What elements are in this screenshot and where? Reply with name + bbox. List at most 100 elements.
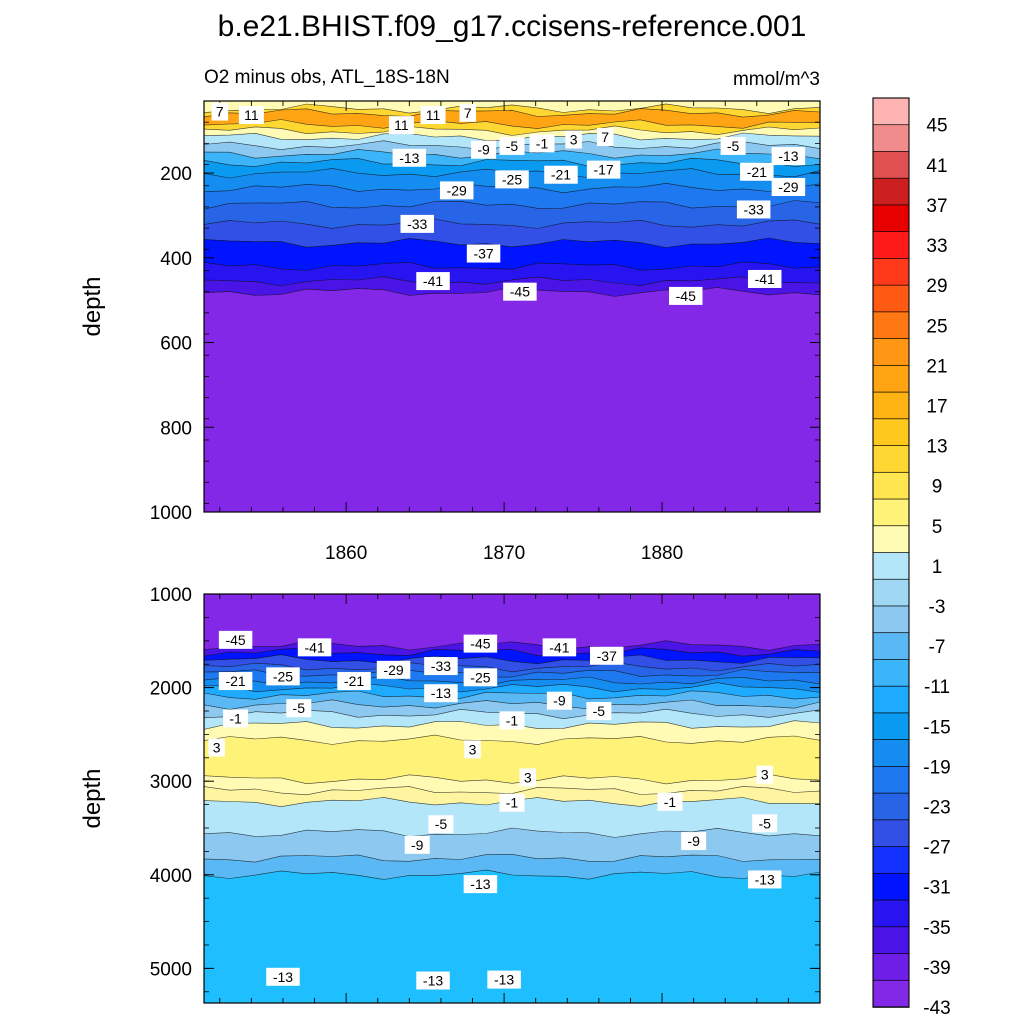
contour-label-text: -9 bbox=[553, 693, 566, 709]
contour-label-text: 3 bbox=[570, 132, 578, 148]
colorbar-swatch bbox=[872, 926, 910, 955]
contour-band bbox=[204, 869, 820, 1003]
colorbar-swatch bbox=[872, 659, 910, 687]
contour-label: -13 bbox=[771, 147, 806, 166]
contour-label-text: -41 bbox=[304, 639, 324, 655]
contour-label-text: -41 bbox=[549, 639, 569, 655]
contour-label-text: -13 bbox=[778, 148, 798, 164]
contour-label-text: -21 bbox=[747, 164, 767, 180]
contour-label-text: 7 bbox=[464, 105, 472, 121]
contour-label-text: 11 bbox=[394, 117, 409, 133]
contour-band bbox=[204, 647, 820, 664]
contour-label-text: -25 bbox=[502, 171, 522, 187]
colorbar-swatch bbox=[872, 284, 910, 313]
contour-band bbox=[204, 720, 820, 745]
colorbar-label: 13 bbox=[926, 437, 947, 458]
colorbar-swatch bbox=[872, 445, 910, 474]
contour-label: -41 bbox=[542, 638, 577, 657]
contour-label-text: -33 bbox=[744, 201, 764, 217]
contour-band bbox=[204, 287, 820, 512]
y-tick-label: 600 bbox=[160, 334, 192, 355]
contour-line bbox=[204, 690, 820, 700]
contour-label-text: -13 bbox=[470, 876, 490, 892]
contour-label-text: -17 bbox=[593, 162, 613, 178]
contour-label: -21 bbox=[544, 165, 578, 184]
colorbar-label: 9 bbox=[932, 477, 943, 498]
contour-label: -21 bbox=[740, 162, 774, 181]
contour-band bbox=[204, 238, 820, 271]
contour-label: -13 bbox=[416, 971, 450, 990]
colorbar-swatch bbox=[872, 578, 910, 607]
contour-label-text: -21 bbox=[225, 673, 245, 689]
contour-label-text: -29 bbox=[383, 662, 403, 678]
colorbar-swatch bbox=[872, 766, 910, 794]
colorbar-swatch bbox=[872, 231, 910, 260]
contour-band bbox=[204, 594, 820, 651]
contour-label-text: -1 bbox=[506, 712, 519, 728]
contour-band bbox=[204, 828, 820, 863]
colorbar: 45 41 37 33 29 25 21 17 13 9 5 1 -3 -7 -11 -15 -19 -23 -27… bbox=[872, 97, 951, 1019]
colorbar-swatch bbox=[872, 525, 910, 554]
contour-label: 3 bbox=[464, 740, 481, 759]
contour-label: -1 bbox=[499, 711, 525, 730]
contour-label: -37 bbox=[590, 646, 624, 665]
contour-band bbox=[204, 774, 820, 795]
colorbar-label: -15 bbox=[923, 717, 950, 738]
contour-band bbox=[204, 149, 820, 167]
contour-band bbox=[204, 103, 820, 118]
contour-label: -21 bbox=[218, 672, 253, 691]
contour-line bbox=[204, 661, 820, 673]
colorbar-swatch bbox=[872, 97, 910, 126]
colorbar-label: -43 bbox=[923, 998, 950, 1019]
contour-label: -1 bbox=[657, 792, 683, 811]
colorbar-label: 29 bbox=[926, 276, 947, 297]
contour-label-text: -45 bbox=[676, 288, 696, 304]
contour-label: -5 bbox=[720, 136, 746, 155]
contour-label: -13 bbox=[747, 870, 782, 889]
colorbar-swatch bbox=[872, 979, 910, 1008]
contour-label: 11 bbox=[238, 105, 264, 124]
contour-label: -5 bbox=[499, 136, 525, 155]
contour-label-text: -1 bbox=[536, 135, 549, 151]
contour-label: -5 bbox=[286, 699, 312, 718]
contour-line bbox=[204, 675, 820, 687]
contour-line bbox=[204, 734, 820, 745]
y-axis-label: depth bbox=[79, 768, 106, 828]
contour-label: -25 bbox=[495, 170, 529, 189]
contour-label: -29 bbox=[771, 178, 806, 197]
y-tick-label: 2000 bbox=[150, 679, 192, 700]
contour-label: 3 bbox=[208, 738, 225, 757]
colorbar-label: 37 bbox=[926, 196, 947, 217]
colorbar-swatch bbox=[872, 258, 910, 286]
contour-line bbox=[204, 276, 820, 287]
x-tick-label: 1870 bbox=[483, 543, 525, 564]
contour-label: -41 bbox=[747, 269, 782, 288]
contour-line bbox=[204, 237, 820, 248]
contour-band bbox=[204, 699, 820, 719]
contour-label-text: -37 bbox=[473, 246, 493, 262]
colorbar-label: -27 bbox=[923, 838, 950, 859]
colorbar-label: -23 bbox=[923, 797, 950, 818]
contour-band bbox=[204, 219, 820, 248]
colorbar-swatch bbox=[872, 418, 910, 447]
contour-label-text: -13 bbox=[431, 685, 451, 701]
colorbar-swatch bbox=[872, 605, 910, 634]
x-tick-label: 1860 bbox=[325, 543, 367, 564]
contour-label: -45 bbox=[503, 282, 537, 301]
colorbar-label: 41 bbox=[926, 156, 947, 177]
chart-units: mmol/m^3 bbox=[733, 69, 820, 90]
contour-label: -13 bbox=[392, 148, 427, 167]
contour-label: -45 bbox=[668, 286, 703, 305]
y-tick-label: 400 bbox=[160, 249, 192, 270]
contour-label-text: -5 bbox=[593, 703, 606, 719]
contour-line bbox=[204, 261, 820, 271]
contour-label: -33 bbox=[424, 657, 458, 676]
contour-label-text: -13 bbox=[494, 972, 514, 988]
chart-subtitle-left: O2 minus obs, ATL_18S-18N bbox=[204, 67, 450, 88]
contour-label: -33 bbox=[400, 214, 434, 233]
contour-line bbox=[204, 218, 820, 229]
contour-band bbox=[204, 183, 820, 210]
colorbar-label: 25 bbox=[926, 316, 947, 337]
contour-label: 3 bbox=[756, 765, 773, 784]
